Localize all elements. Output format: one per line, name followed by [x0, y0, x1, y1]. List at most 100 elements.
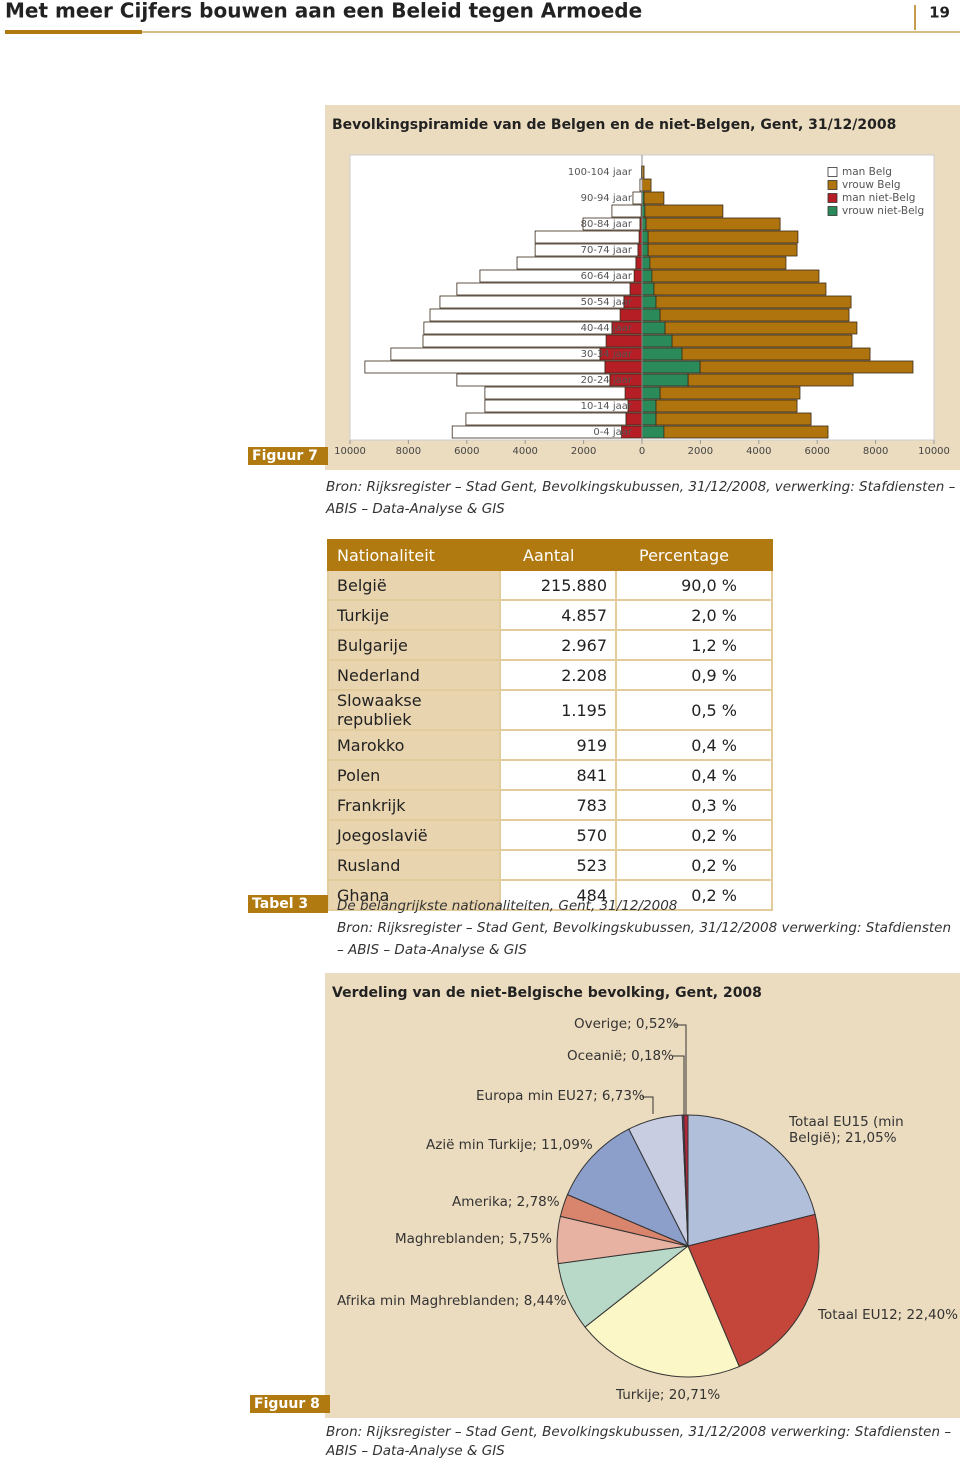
table-cell: 0,9 %	[615, 659, 773, 691]
bar	[422, 334, 607, 348]
legend-swatch	[827, 206, 838, 216]
bar	[456, 373, 611, 387]
bar	[687, 373, 854, 387]
bar	[641, 347, 683, 361]
bar	[659, 308, 850, 322]
data-label: Europa min EU27; 6,73%	[476, 1088, 645, 1104]
bar	[604, 360, 643, 374]
bar	[465, 412, 627, 426]
table-cell: 919	[499, 729, 617, 761]
bar	[664, 321, 858, 335]
table-cell: Slowaakse republiek	[327, 689, 501, 731]
table-row: Slowaakse republiek 1.195 0,5 %	[327, 689, 773, 731]
bar	[671, 334, 853, 348]
bar	[629, 282, 643, 296]
table-row: Turkije 4.857 2,0 %	[327, 599, 773, 631]
table-row: België 215.880 90,0 %	[327, 569, 773, 601]
bar	[534, 243, 639, 257]
category-label: 80-84 jaar	[581, 219, 633, 230]
bar	[484, 399, 629, 413]
leader-line	[642, 1096, 654, 1114]
bar	[624, 386, 643, 400]
table-cell: Bulgarije	[327, 629, 501, 661]
x-tick-label: 6000	[454, 446, 479, 457]
bar	[633, 269, 643, 283]
bar	[390, 347, 601, 361]
chart-title: Bevolkingspiramide van de Belgen en de n…	[332, 117, 896, 133]
bar	[641, 308, 661, 322]
data-label: Maghreblanden; 5,75%	[395, 1231, 552, 1247]
table-cell: Nederland	[327, 659, 501, 691]
data-label: Amerika; 2,78%	[452, 1194, 560, 1210]
data-label: Totaal EU15 (min België); 21,05%	[789, 1114, 904, 1146]
bar	[663, 425, 829, 439]
table-cell: Percentage	[615, 539, 773, 571]
bar	[647, 230, 799, 244]
bar	[641, 373, 689, 387]
bar	[651, 269, 820, 283]
bar	[641, 386, 661, 400]
table-row: Frankrijk 783 0,3 %	[327, 789, 773, 821]
table-row: Marokko 919 0,4 %	[327, 729, 773, 761]
pie-slice	[683, 1114, 689, 1247]
bar	[632, 191, 643, 205]
x-tick-label: 4000	[512, 446, 537, 457]
bar	[641, 269, 653, 283]
table-cell: 523	[499, 849, 617, 881]
data-label: Overige; 0,52%	[574, 1016, 679, 1032]
bar	[641, 295, 657, 309]
bar	[641, 217, 647, 231]
source-note: Bron: Rijksregister – Stad Gent, Bevolki…	[326, 479, 956, 517]
data-label: Turkije; 20,71%	[616, 1387, 721, 1403]
bar	[655, 399, 798, 413]
table-cell: Turkije	[327, 599, 501, 631]
table-cell: Frankrijk	[327, 789, 501, 821]
table-row: Nederland 2.208 0,9 %	[327, 659, 773, 691]
table-cell: Polen	[327, 759, 501, 791]
bar	[605, 334, 643, 348]
data-label: Oceanië; 0,18%	[567, 1048, 674, 1064]
bar	[655, 295, 852, 309]
table-cell: 841	[499, 759, 617, 791]
bar	[619, 308, 643, 322]
legend-label: man niet-Belg	[842, 192, 915, 204]
table-cell: 0,4 %	[615, 729, 773, 761]
category-label: 30-34 jaar	[581, 349, 633, 360]
table-cell: 0,2 %	[615, 819, 773, 851]
bar	[516, 256, 637, 270]
bar	[451, 425, 622, 439]
table-row: Polen 841 0,4 %	[327, 759, 773, 791]
table-wrap: Nationaliteit Aantal Percentage België 215.8…	[327, 539, 773, 911]
figure-label: Figuur 7	[248, 447, 328, 465]
x-tick-label: 8000	[396, 446, 421, 457]
bar	[641, 425, 665, 439]
category-label: 60-64 jaar	[581, 271, 633, 282]
data-label: Totaal EU12; 22,40%	[818, 1307, 958, 1323]
x-tick-label: 6000	[804, 446, 829, 457]
category-label: 0-4 jaar	[593, 427, 633, 438]
legend-label: man Belg	[842, 166, 892, 178]
category-label: 40-44 jaar	[581, 323, 633, 334]
table-cell: Joegoslavië	[327, 819, 501, 851]
table-row: Ghana 484 0,2 %	[327, 879, 773, 911]
bar	[641, 256, 651, 270]
table-cell: 215.880	[499, 569, 617, 601]
table-row: Rusland 523 0,2 %	[327, 849, 773, 881]
bar	[641, 334, 673, 348]
bar	[681, 347, 871, 361]
bar	[364, 360, 606, 374]
bar	[479, 269, 635, 283]
bar	[641, 321, 666, 335]
source-note: Bron: Rijksregister – Stad Gent, Bevolki…	[337, 920, 952, 958]
x-tick-label: 4000	[746, 446, 771, 457]
bar	[582, 217, 641, 231]
table-cell: Aantal	[499, 539, 617, 571]
bar	[641, 243, 649, 257]
pie-slice	[687, 1114, 816, 1247]
table-cell: Rusland	[327, 849, 501, 881]
table-cell: 2,0 %	[615, 599, 773, 631]
bar	[643, 191, 665, 205]
bar	[641, 412, 657, 426]
x-tick-label: 10000	[918, 446, 950, 457]
